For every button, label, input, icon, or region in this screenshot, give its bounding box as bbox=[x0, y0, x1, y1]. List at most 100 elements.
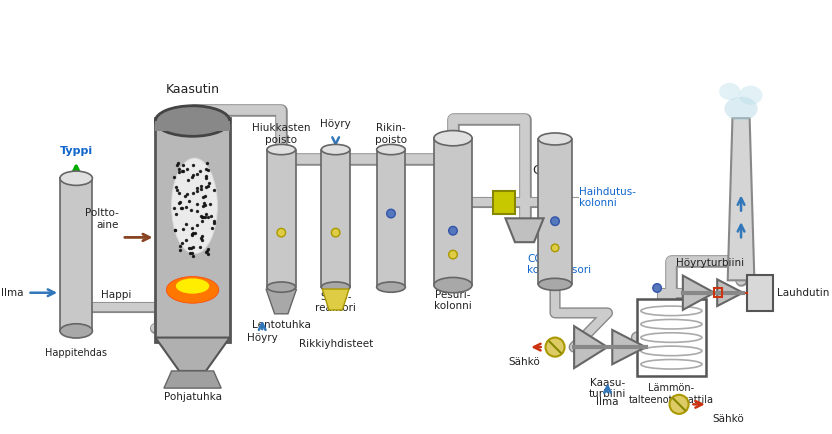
Point bbox=[195, 214, 208, 220]
Point bbox=[194, 183, 207, 190]
Ellipse shape bbox=[387, 209, 395, 218]
Point bbox=[200, 249, 213, 256]
Point bbox=[171, 162, 184, 169]
Point bbox=[191, 207, 204, 214]
Ellipse shape bbox=[739, 86, 762, 105]
Point bbox=[186, 243, 200, 250]
Point bbox=[180, 220, 193, 227]
Ellipse shape bbox=[538, 278, 572, 290]
Text: Poltto-
aine: Poltto- aine bbox=[85, 208, 119, 230]
Bar bbox=[637, 299, 706, 376]
Point bbox=[205, 213, 218, 220]
Point bbox=[196, 203, 210, 210]
Point bbox=[207, 187, 220, 194]
Point bbox=[171, 186, 184, 193]
Point bbox=[201, 167, 215, 174]
Point bbox=[186, 230, 200, 237]
Polygon shape bbox=[322, 289, 349, 310]
Text: Haihdutus-
kolonni: Haihdutus- kolonni bbox=[579, 187, 636, 208]
Point bbox=[168, 173, 181, 180]
Point bbox=[200, 172, 213, 179]
Point bbox=[182, 244, 196, 251]
Ellipse shape bbox=[434, 277, 472, 293]
Point bbox=[196, 217, 209, 224]
Point bbox=[187, 171, 201, 178]
Text: Happitehdas: Happitehdas bbox=[45, 348, 107, 358]
Point bbox=[169, 210, 182, 217]
Text: Kaasutin: Kaasutin bbox=[166, 83, 220, 96]
Point bbox=[172, 169, 186, 176]
Polygon shape bbox=[505, 218, 543, 242]
Ellipse shape bbox=[725, 97, 758, 121]
Ellipse shape bbox=[321, 145, 350, 155]
Point bbox=[201, 160, 214, 167]
Point bbox=[176, 168, 189, 175]
Point bbox=[191, 188, 204, 195]
Point bbox=[193, 244, 206, 251]
Point bbox=[207, 220, 220, 227]
Point bbox=[197, 199, 210, 206]
Point bbox=[198, 214, 211, 220]
Ellipse shape bbox=[166, 276, 219, 303]
Point bbox=[180, 191, 193, 197]
Ellipse shape bbox=[176, 279, 210, 294]
Text: Sähkö: Sähkö bbox=[508, 357, 541, 367]
Text: CO₂: CO₂ bbox=[532, 164, 556, 178]
Point bbox=[174, 243, 187, 250]
Point bbox=[200, 174, 213, 181]
Point bbox=[186, 232, 199, 239]
Ellipse shape bbox=[277, 228, 285, 237]
Point bbox=[191, 171, 204, 178]
Point bbox=[176, 168, 190, 174]
Point bbox=[176, 161, 190, 168]
Bar bbox=[747, 275, 774, 311]
Polygon shape bbox=[728, 118, 755, 280]
Point bbox=[176, 226, 190, 233]
Bar bbox=[60, 178, 92, 331]
Point bbox=[172, 189, 186, 196]
Point bbox=[184, 245, 197, 252]
Text: Happi: Happi bbox=[101, 290, 131, 300]
Point bbox=[199, 201, 212, 208]
Ellipse shape bbox=[551, 217, 559, 226]
Point bbox=[182, 197, 196, 204]
Point bbox=[173, 199, 186, 206]
Text: Kaasu-
turbiini: Kaasu- turbiini bbox=[589, 378, 626, 399]
Text: Höyry: Höyry bbox=[320, 118, 351, 128]
Point bbox=[173, 165, 186, 172]
Point bbox=[170, 184, 183, 191]
Point bbox=[186, 174, 199, 181]
Text: Lauhdutin: Lauhdutin bbox=[777, 288, 830, 298]
Text: Pesuri-
kolonni: Pesuri- kolonni bbox=[434, 290, 472, 312]
Point bbox=[203, 200, 216, 207]
Ellipse shape bbox=[653, 284, 661, 292]
Bar bbox=[377, 150, 405, 287]
FancyBboxPatch shape bbox=[156, 118, 230, 342]
Ellipse shape bbox=[448, 227, 458, 235]
Ellipse shape bbox=[719, 83, 740, 100]
Point bbox=[174, 247, 187, 254]
Point bbox=[202, 246, 215, 253]
Polygon shape bbox=[156, 338, 230, 371]
Point bbox=[200, 247, 213, 254]
Point bbox=[196, 213, 210, 220]
Text: Siirto-
reaktori: Siirto- reaktori bbox=[315, 292, 356, 313]
Ellipse shape bbox=[552, 244, 559, 252]
Point bbox=[183, 249, 196, 256]
Polygon shape bbox=[574, 326, 607, 368]
Ellipse shape bbox=[546, 338, 565, 357]
Text: Lämmön-
talteenottokattila: Lämmön- talteenottokattila bbox=[629, 383, 714, 405]
Text: Höyry: Höyry bbox=[247, 333, 278, 343]
Point bbox=[196, 232, 209, 239]
Text: Pohjatuhka: Pohjatuhka bbox=[164, 392, 221, 402]
Point bbox=[186, 189, 200, 196]
Text: Rikin-
poisto: Rikin- poisto bbox=[375, 123, 407, 145]
Point bbox=[203, 180, 216, 187]
Bar bbox=[715, 288, 722, 297]
Point bbox=[190, 222, 203, 229]
Point bbox=[169, 226, 182, 233]
Ellipse shape bbox=[670, 395, 689, 414]
Point bbox=[199, 192, 212, 199]
Ellipse shape bbox=[267, 282, 295, 292]
Ellipse shape bbox=[171, 158, 217, 253]
